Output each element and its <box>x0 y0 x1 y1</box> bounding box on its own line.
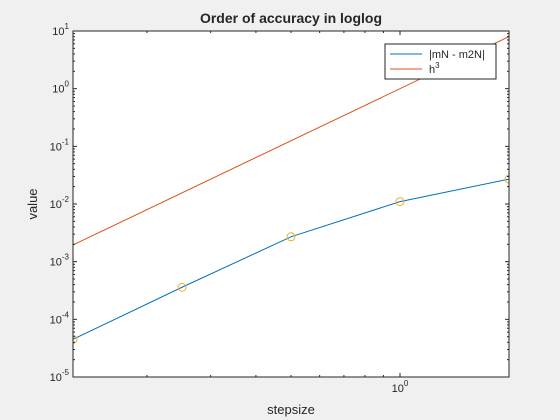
series-0-marker <box>73 334 78 344</box>
series-0-marker <box>504 174 509 184</box>
series-line-0 <box>73 178 509 340</box>
legend: |mN - m2N|h3 <box>384 43 497 80</box>
legend-label-1: h3 <box>429 61 440 76</box>
legend-label-0: |mN - m2N| <box>429 49 485 61</box>
plot-area <box>73 31 509 377</box>
legend-box <box>384 43 497 80</box>
y-tick-label: 10-3 <box>50 253 70 269</box>
y-tick-label: 101 <box>52 22 69 38</box>
y-tick-label: 100 <box>52 80 69 96</box>
y-axis-label: value <box>25 188 40 219</box>
series-0-marker <box>395 197 405 207</box>
series-0-marker <box>177 282 187 292</box>
chart-title: Order of accuracy in loglog <box>200 10 382 26</box>
y-tick-label: 10-4 <box>50 310 70 326</box>
x-axis-label: stepsize <box>267 402 315 417</box>
y-tick-label: 10-1 <box>50 137 70 153</box>
y-tick-label: 10-5 <box>50 368 70 384</box>
y-tick-label: 10-2 <box>50 195 70 211</box>
series-0-marker <box>286 232 296 242</box>
x-tick-label: 100 <box>392 379 409 395</box>
